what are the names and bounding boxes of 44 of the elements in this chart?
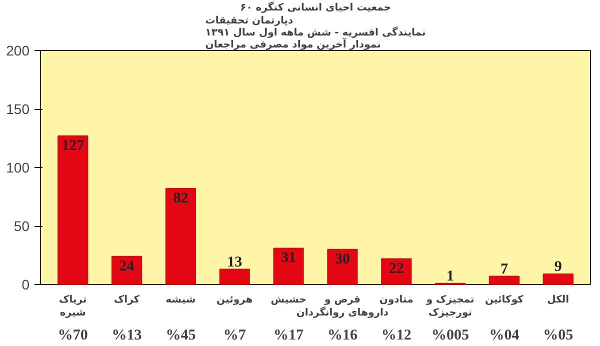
x-tick-label: تمجیزک و نورجیزک (425, 294, 474, 319)
x-tick-label: هروئین (216, 294, 253, 306)
data-label: 1 (446, 268, 454, 284)
y-tick-label: 200 (6, 42, 30, 58)
y-tick-label: 0 (22, 276, 30, 292)
x-tick-label: کوکائین (484, 294, 524, 306)
bar (165, 188, 196, 284)
text: %05 (543, 328, 574, 344)
bar (488, 276, 520, 284)
bar (542, 273, 574, 284)
bar (273, 248, 304, 284)
y-tick-label: 150 (6, 101, 30, 117)
text: %16 (327, 328, 358, 344)
x-tick-label: تریاک شیره (58, 294, 87, 319)
data-label: 24 (119, 258, 135, 274)
data-label: 22 (388, 260, 404, 277)
data-label: 9 (554, 258, 562, 275)
bar (327, 248, 358, 284)
x-tick-label: متادون (379, 294, 414, 306)
x-tick-label: حشیش (270, 294, 306, 306)
y-tick-label: 100 (6, 160, 30, 176)
x-tick-label: کراک (114, 294, 140, 306)
text: %12 (381, 328, 412, 344)
bar (219, 268, 250, 284)
data-label: 82 (173, 190, 188, 207)
bar (58, 135, 88, 284)
text: %7 (223, 328, 246, 344)
text: %70 (58, 328, 88, 344)
text: %13 (112, 328, 142, 344)
y-tick-label: 50 (14, 218, 30, 234)
data-label: 13 (227, 254, 242, 270)
bar (111, 256, 142, 284)
text: %005 (432, 328, 470, 344)
x-tick-label: شیشه (166, 294, 196, 306)
chart-subtitle: دپارتمان تحقیقات نمایندگی افسریه - شش ماهه اول سال ۱۳۹۱ نمودار آخرین مواد مصرفی مراجعان (205, 15, 426, 50)
data-label: 7 (500, 261, 508, 278)
text: %17 (274, 328, 304, 344)
data-label: 31 (281, 250, 296, 266)
x-tick-label: الکل (547, 294, 570, 306)
data-label: 30 (334, 251, 350, 268)
data-label: 127 (62, 138, 85, 154)
text: %45 (166, 328, 196, 344)
text: %04 (489, 328, 520, 344)
chart-title: جمعیت احیای انسانی کنگره ۶۰ (240, 0, 391, 14)
